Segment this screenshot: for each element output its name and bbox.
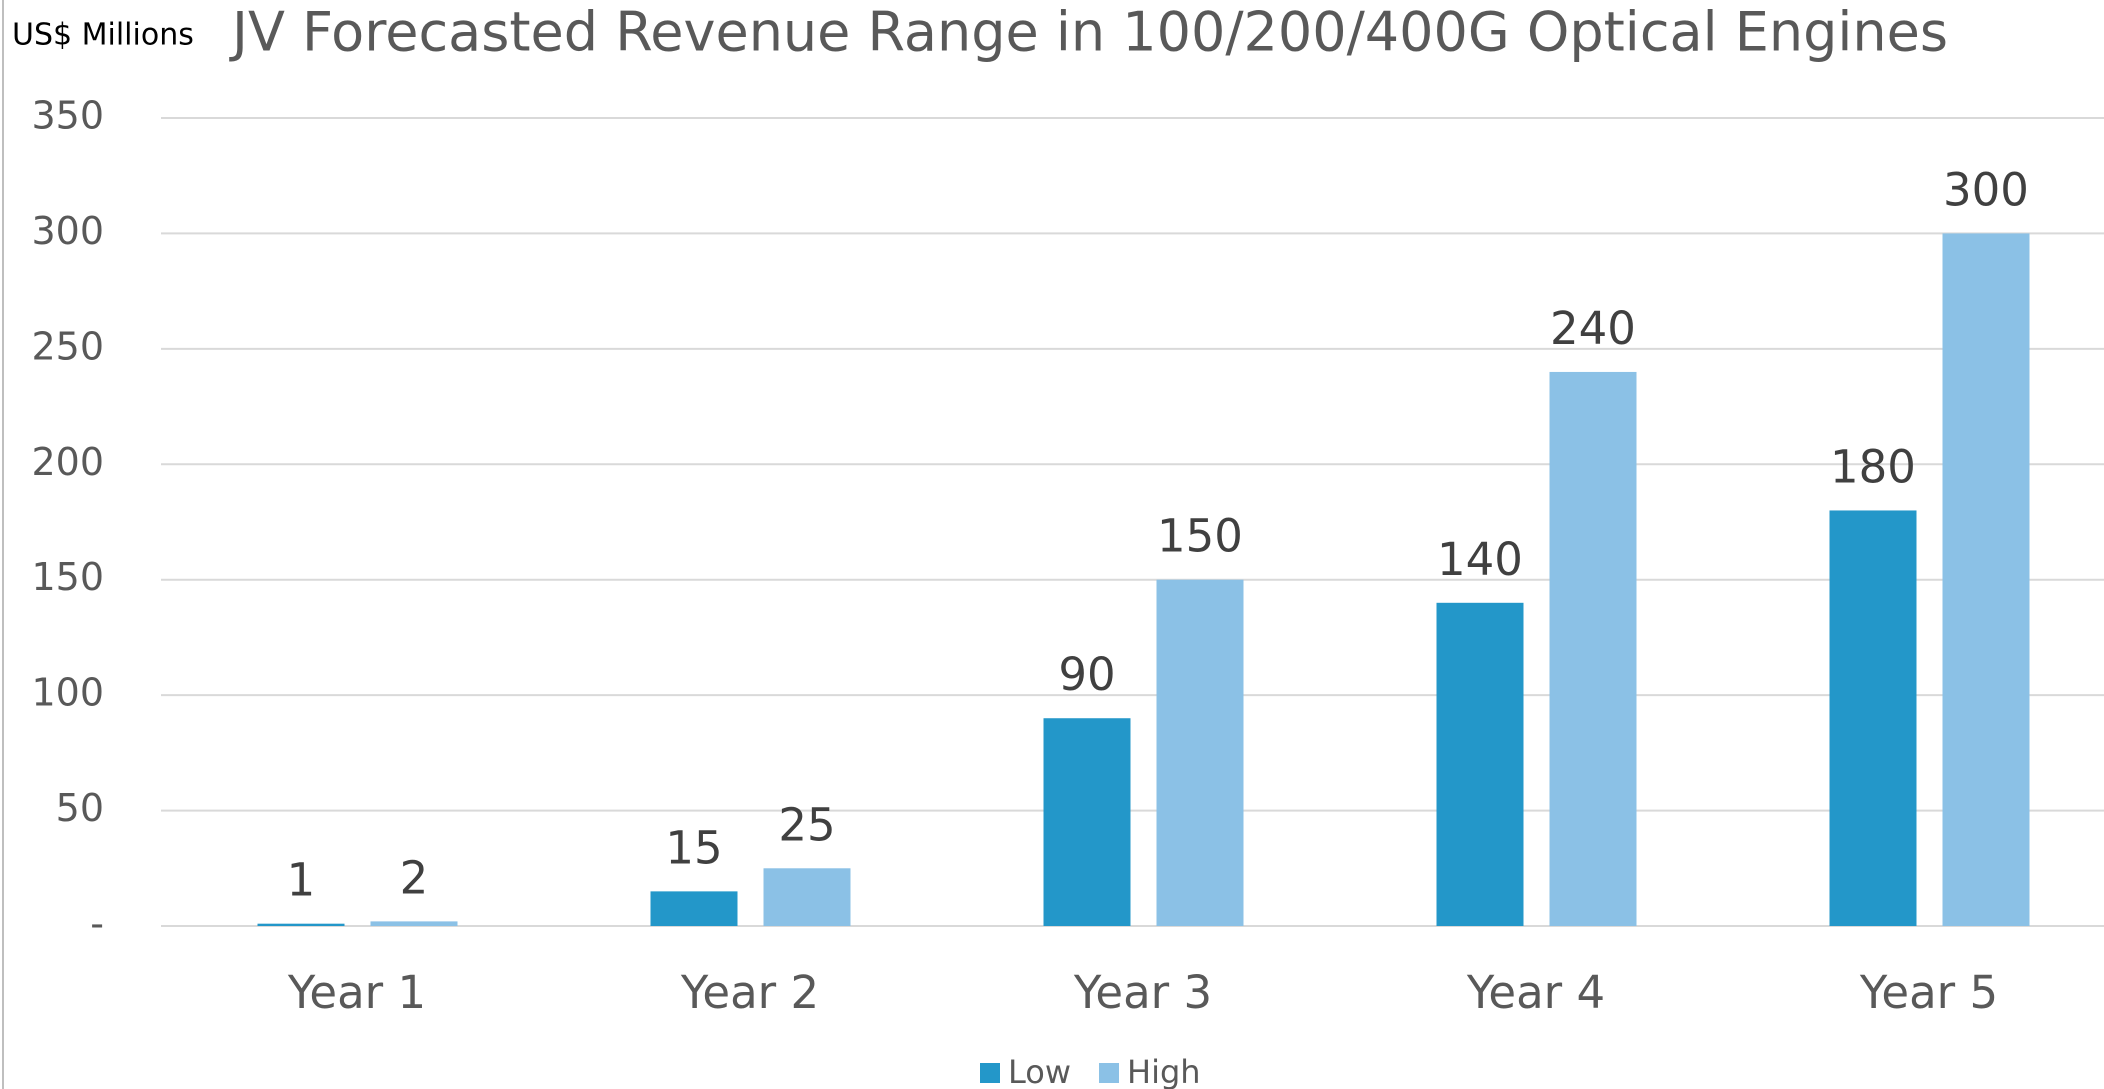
bar — [1043, 718, 1131, 926]
y-tick-label: 300 — [31, 209, 104, 253]
bar — [650, 891, 738, 926]
bar — [370, 921, 458, 926]
bar — [1942, 233, 2030, 926]
y-tick-label: 350 — [31, 94, 104, 138]
legend-label: Low — [1008, 1053, 1071, 1089]
legend-label: High — [1127, 1053, 1201, 1089]
bar — [1829, 510, 1917, 926]
data-label: 90 — [1058, 648, 1115, 701]
bar — [1436, 602, 1524, 926]
bar — [1156, 579, 1244, 926]
bar — [1549, 371, 1637, 926]
legend-swatch — [1099, 1063, 1120, 1083]
y-tick-label: 150 — [31, 555, 104, 599]
bar — [257, 923, 345, 926]
data-label: 240 — [1550, 302, 1636, 355]
data-label: 2 — [400, 851, 429, 904]
data-label: 300 — [1943, 163, 2029, 216]
data-label: 180 — [1830, 440, 1916, 493]
x-tick-label: Year 4 — [1466, 966, 1605, 1019]
bar — [763, 868, 851, 926]
y-tick-label: - — [90, 902, 104, 946]
data-label: 140 — [1437, 533, 1523, 586]
x-tick-label: Year 1 — [287, 966, 426, 1019]
data-label: 1 — [287, 854, 316, 907]
y-axis-label: US$ Millions — [12, 18, 194, 53]
data-label: 15 — [665, 821, 722, 874]
y-tick-label: 250 — [31, 324, 104, 368]
y-tick-label: 100 — [31, 671, 104, 715]
data-label: 25 — [778, 798, 835, 851]
x-tick-label: Year 5 — [1859, 966, 1998, 1019]
y-tick-label: 200 — [31, 440, 104, 484]
y-tick-label: 50 — [56, 786, 104, 830]
data-label: 150 — [1157, 510, 1243, 563]
x-tick-label: Year 2 — [680, 966, 819, 1019]
chart-title: JV Forecasted Revenue Range in 100/200/4… — [229, 1, 1948, 64]
legend-swatch — [980, 1063, 1000, 1083]
x-tick-label: Year 3 — [1073, 966, 1212, 1019]
